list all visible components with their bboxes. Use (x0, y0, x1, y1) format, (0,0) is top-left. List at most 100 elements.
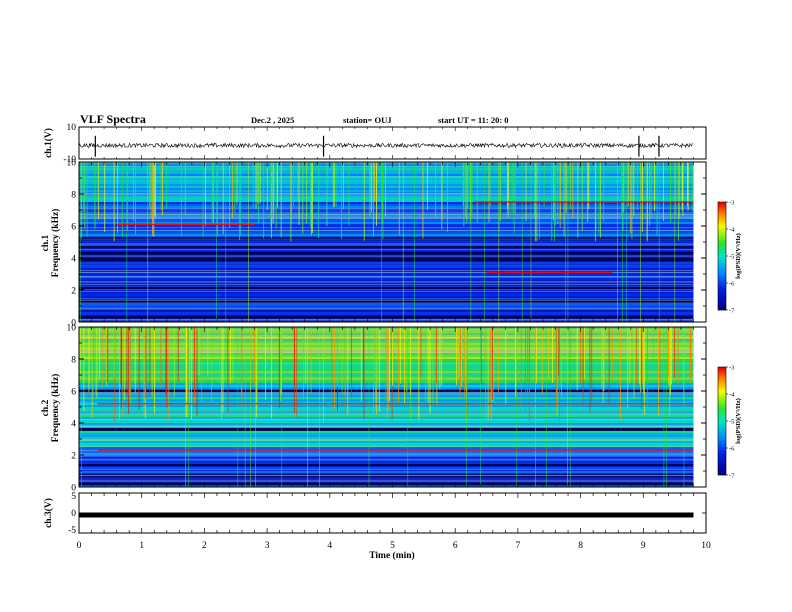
ch3-voltage-line (79, 512, 694, 518)
spectrogram-row (79, 292, 694, 294)
colorbar-step (718, 207, 726, 209)
colorbar-step (718, 428, 726, 430)
colorbar-step (718, 459, 726, 461)
colorbar-step (718, 390, 726, 392)
colorbar-step (718, 250, 726, 252)
spectrogram-row (79, 226, 694, 228)
spectrogram-row (79, 413, 694, 415)
colorbar-step (718, 280, 726, 282)
colorbar-step (718, 260, 726, 262)
spectrogram-row (79, 431, 694, 433)
colorbar-step (718, 299, 726, 301)
xtick-label: 10 (701, 541, 711, 551)
colorbar-step (718, 240, 726, 242)
colorbar-step (718, 473, 726, 475)
colorbar-step (718, 439, 726, 441)
ytick-label: 10 (67, 324, 77, 334)
spectrogram-row (79, 469, 694, 471)
xtick-label: 4 (327, 541, 332, 551)
ytick-label: 2 (71, 452, 76, 462)
colorbar-step (718, 222, 726, 224)
ytick-label: 8 (71, 356, 76, 366)
dark-band (79, 427, 694, 431)
colorbar-step (718, 467, 726, 469)
ch1-spectrogram-yticks: 0 2 4 6 8 10 (67, 159, 706, 329)
colorbar-step (718, 298, 726, 300)
colorbar-step (718, 221, 726, 223)
colorbar-step (718, 412, 726, 414)
spectrogram-row (79, 244, 694, 246)
colorbar-step (718, 424, 726, 426)
spectrogram-row (79, 423, 694, 425)
colorbar-step (718, 429, 726, 431)
ytick-label: 2 (71, 287, 76, 297)
xtick-label: 6 (453, 541, 458, 551)
colorbar-step (718, 254, 726, 256)
header-date: Dec.2 , 2025 (251, 115, 294, 125)
colorbar-step (718, 219, 726, 221)
colorbar-step (718, 407, 726, 409)
colorbar-step (718, 369, 726, 371)
spectrogram-row (79, 168, 694, 170)
spectrogram-row (79, 184, 694, 186)
colorbar-tick-label: -7 (729, 473, 735, 480)
colorbar-step (718, 239, 726, 241)
colorbar-step (718, 464, 726, 466)
spectrogram-row (79, 409, 694, 411)
time-axis: 0 1 2 3 4 5 6 7 8 9 10 (77, 162, 711, 551)
colorbar-step (718, 226, 726, 228)
colorbar-step (718, 454, 726, 456)
spectrogram-row (79, 425, 694, 427)
colorbar-step (718, 206, 726, 208)
colorbar-step (718, 220, 726, 222)
colorbar-step (718, 434, 726, 436)
colorbar-step (718, 378, 726, 380)
colorbar-step (718, 238, 726, 240)
spectrogram-row (79, 282, 694, 284)
ytick-label: 6 (71, 223, 76, 233)
ch2-spectrogram-panel: 0 2 4 6 8 10 ch.2 Frequency (kHz) -3 -4 -5 -6 -7 l… (41, 324, 742, 494)
xtick-label: 9 (641, 541, 646, 551)
colorbar-step (718, 288, 726, 290)
colorbar-step (718, 309, 726, 311)
colorbar-step (718, 217, 726, 219)
colorbar-step (718, 266, 726, 268)
colorbar-step (718, 376, 726, 378)
spectrogram-row (79, 294, 694, 296)
colorbar-step (718, 244, 726, 246)
colorbar-tick-label: -4 (729, 392, 735, 399)
colorbar-step (718, 261, 726, 263)
dark-band (79, 258, 694, 262)
colorbar-step (718, 284, 726, 286)
spectrogram-row (79, 459, 694, 461)
colorbar-step (718, 409, 726, 411)
colorbar-step (718, 236, 726, 238)
spectrogram-row (79, 457, 694, 459)
colorbar-step (718, 401, 726, 403)
colorbar-tick-label: -6 (729, 446, 735, 453)
colorbar-step (718, 247, 726, 249)
spectrogram-row (79, 451, 694, 453)
colorbar-step (718, 218, 726, 220)
colorbar-step (718, 444, 726, 446)
colorbar-step (718, 224, 726, 226)
colorbar-step (718, 447, 726, 449)
dark-band (79, 463, 694, 467)
colorbar-step (718, 377, 726, 379)
spectrogram-row (79, 306, 694, 308)
colorbar-step (718, 305, 726, 307)
spectrogram-row (79, 248, 694, 250)
ytick-label: 4 (71, 255, 76, 265)
colorbar-step (718, 307, 726, 309)
spectrogram-row (79, 218, 694, 220)
spectrogram-row (79, 206, 694, 208)
header-start-ut: start UT = 11: 20: 0 (438, 115, 509, 125)
spectrogram-row (79, 256, 694, 258)
colorbar-step (718, 432, 726, 434)
colorbar-step (718, 422, 726, 424)
colorbar-step (718, 402, 726, 404)
ch1-spectrogram-image (79, 162, 694, 322)
spectrogram-row (79, 266, 694, 268)
colorbar-step (718, 433, 726, 435)
